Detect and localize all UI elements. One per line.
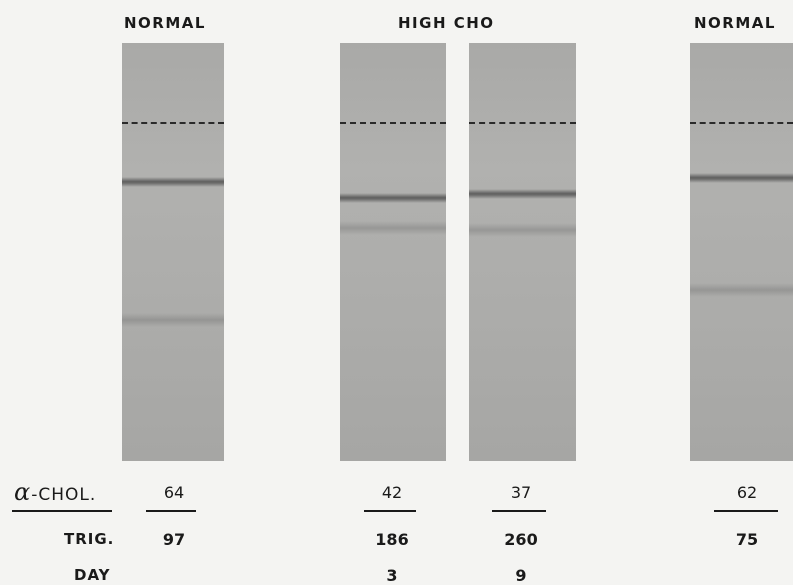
trig-label: TRIG. [64,530,115,548]
alpha-chol-label: α-CHOL. [14,478,96,506]
value-rule-2 [364,510,416,512]
gel-lane-2 [340,43,446,461]
origin-line [340,122,446,124]
value-rule-4 [714,510,778,512]
header-normal-left: NORMAL [124,14,206,32]
trig-value-4: 75 [735,530,759,549]
band-secondary [690,283,793,297]
trig-value-3: 260 [504,530,538,549]
trig-value-2: 186 [375,530,409,549]
day-value-3: 9 [515,566,527,585]
band-primary [690,173,793,183]
origin-line [122,122,224,124]
trig-value-1: 97 [162,530,186,549]
day-label: DAY [74,566,111,584]
gel-lane-1 [122,43,224,461]
band-secondary [340,221,446,235]
band-primary [469,189,576,199]
alpha-chol-value-4: 62 [736,483,758,502]
alpha-chol-value-1: 64 [163,483,185,502]
gel-lane-4 [690,43,793,461]
band-primary [122,177,224,187]
header-high-cho: HIGH CHO [398,14,495,32]
value-rule-1 [146,510,196,512]
value-rule-3 [492,510,546,512]
alpha-chol-value-3: 37 [510,483,532,502]
day-value-2: 3 [386,566,398,585]
origin-line [690,122,793,124]
gel-lane-3 [469,43,576,461]
label-rule [12,510,112,512]
band-secondary [122,313,224,327]
alpha-chol-value-2: 42 [381,483,403,502]
band-primary [340,193,446,203]
band-secondary [469,223,576,237]
alpha-symbol: α [14,478,32,506]
origin-line [469,122,576,124]
alpha-chol-suffix: -CHOL. [31,485,97,505]
header-normal-right: NORMAL [694,14,776,32]
